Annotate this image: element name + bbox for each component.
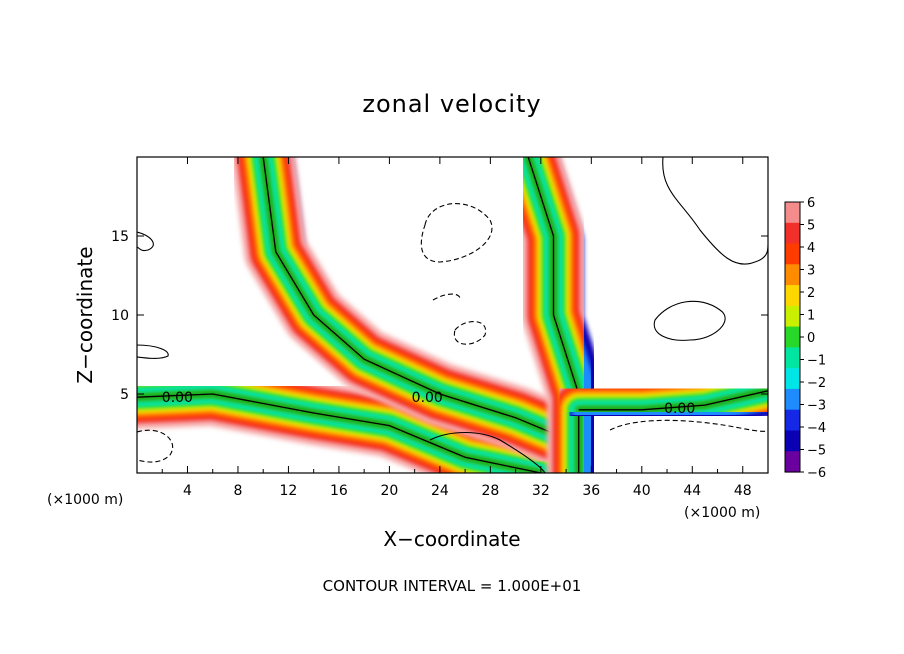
contour-line	[432, 293, 461, 301]
contour-interval-note: CONTOUR INTERVAL = 1.000E+01	[323, 577, 582, 595]
x-tick-label: 36	[582, 483, 600, 499]
y-tick-label: 5	[120, 387, 129, 403]
x-axis: 4 8 12 16 20 24 28 32 36 40 44 48	[161, 157, 752, 499]
y-axis-label: Z−coordinate	[73, 246, 97, 383]
x-tick-label: 32	[532, 483, 550, 499]
colorbar-tick-label: −2	[807, 376, 826, 391]
colorbar-tick-label: −6	[807, 466, 826, 481]
contour-value-label: 0.00	[412, 390, 443, 406]
colorbar-swatch	[785, 347, 800, 369]
x-tick-label: 44	[683, 483, 701, 499]
x-tick-label: 40	[633, 483, 651, 499]
x-axis-label: X−coordinate	[383, 527, 520, 551]
colorbar-swatch	[785, 326, 800, 348]
x-tick-label: 4	[183, 483, 192, 499]
x-tick-label: 48	[734, 483, 752, 499]
y-axis: 5 10 15	[111, 229, 768, 403]
contour-value-labels: 0.00 0.00 0.00	[162, 390, 695, 417]
colorbar-swatch	[785, 451, 800, 473]
colorbar-tick-label: 4	[807, 241, 815, 256]
x-tick-label: 20	[380, 483, 398, 499]
colorbar-swatch	[785, 388, 800, 411]
x-tick-label: 8	[233, 483, 242, 499]
colorbar-tick-label: −4	[807, 421, 826, 436]
x-tick-label: 24	[431, 483, 449, 499]
contour-line	[653, 300, 726, 341]
colorbar-tick-label: −5	[807, 444, 826, 459]
zero-contour	[137, 393, 541, 473]
colorbar-tick-label: −3	[807, 399, 826, 414]
x-tick-label: 16	[330, 483, 348, 499]
colorbar-swatch	[785, 202, 800, 224]
contour-line	[137, 344, 169, 359]
colorbar-tick-label: 2	[807, 286, 815, 301]
x-unit-note-left: (×1000 m)	[47, 492, 123, 508]
colorbar: 6 5 4 3 2 1 0 −1 −2 −3 −4 −5 −6	[784, 196, 826, 481]
contour-value-label: 0.00	[162, 390, 193, 406]
colorbar-tick-label: −1	[807, 354, 826, 369]
contour-line	[453, 321, 487, 345]
contour-line	[420, 203, 493, 263]
contour-value-label: 0.00	[664, 401, 695, 417]
colorbar-tick-label: 6	[807, 196, 815, 211]
colorbar-swatch	[785, 222, 800, 245]
colorbar-tick-label: 1	[807, 309, 815, 324]
y-tick-label: 10	[111, 308, 129, 324]
contour-line	[137, 429, 174, 463]
contour-line	[609, 419, 768, 432]
colorbar-swatch	[785, 243, 800, 265]
x-unit-note-right: (×1000 m)	[684, 505, 760, 521]
contour-line	[429, 432, 546, 473]
colorbar-tick-label: 5	[807, 219, 815, 234]
zero-contour	[578, 390, 768, 411]
y-tick-label: 15	[111, 229, 129, 245]
contour-line	[137, 231, 154, 252]
colorbar-swatch	[785, 285, 800, 307]
colorbar-swatch	[785, 430, 800, 452]
zero-contour	[262, 157, 554, 435]
x-tick-label: 28	[481, 483, 499, 499]
x-tick-label: 12	[280, 483, 298, 499]
contour-lines	[137, 157, 768, 473]
contour-line	[662, 157, 768, 265]
colorbar-swatch	[785, 368, 800, 390]
colorbar-tick-label: 3	[807, 264, 815, 279]
colorbar-swatch	[785, 305, 800, 328]
chart-title: zonal velocity	[362, 90, 541, 118]
colorbar-swatch	[785, 264, 800, 286]
colorbar-swatch	[785, 409, 800, 432]
velocity-field	[137, 157, 768, 473]
colorbar-tick-label: 0	[807, 331, 815, 346]
